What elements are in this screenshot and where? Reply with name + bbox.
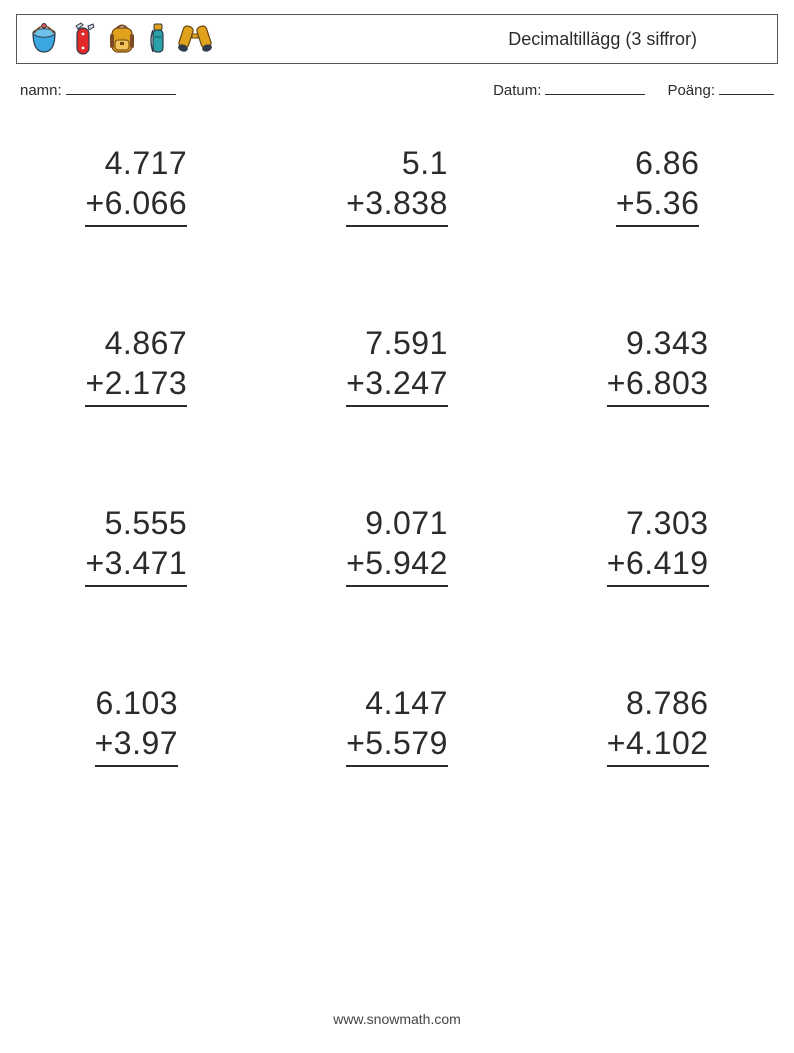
addend-bottom: +5.36 xyxy=(616,183,699,227)
problem-stack: 8.786+4.102 xyxy=(607,683,709,767)
addend-top: 6.86 xyxy=(616,143,699,183)
problem-3: 6.86+5.36 xyxy=(567,143,748,227)
problem-1: 4.717+6.066 xyxy=(46,143,227,227)
score-blank[interactable] xyxy=(719,80,774,95)
addend-top: 5.1 xyxy=(346,143,448,183)
name-label: namn: xyxy=(20,82,62,99)
addend-top: 7.591 xyxy=(346,323,448,363)
date-label: Datum: xyxy=(493,82,541,99)
addend-bottom: +5.579 xyxy=(346,723,448,767)
addend-bottom: +2.173 xyxy=(85,363,187,407)
problem-9: 7.303+6.419 xyxy=(567,503,748,587)
date-blank[interactable] xyxy=(545,80,645,95)
addend-bottom: +3.247 xyxy=(346,363,448,407)
addend-bottom: +3.97 xyxy=(95,723,178,767)
header-icon-row xyxy=(27,22,213,56)
problem-6: 9.343+6.803 xyxy=(567,323,748,407)
binoculars-icon xyxy=(177,22,213,56)
thermos-icon xyxy=(145,22,171,56)
problem-12: 8.786+4.102 xyxy=(567,683,748,767)
problem-2: 5.1+3.838 xyxy=(307,143,488,227)
addend-top: 5.555 xyxy=(85,503,187,543)
problem-7: 5.555+3.471 xyxy=(46,503,227,587)
problem-11: 4.147+5.579 xyxy=(307,683,488,767)
problem-stack: 6.103+3.97 xyxy=(95,683,178,767)
problem-stack: 5.1+3.838 xyxy=(346,143,448,227)
addend-top: 9.071 xyxy=(346,503,448,543)
meta-right-group: Datum: Poäng: xyxy=(493,80,774,99)
name-blank[interactable] xyxy=(66,80,176,95)
addend-top: 7.303 xyxy=(607,503,709,543)
problem-8: 9.071+5.942 xyxy=(307,503,488,587)
problem-stack: 9.071+5.942 xyxy=(346,503,448,587)
addend-bottom: +4.102 xyxy=(607,723,709,767)
problem-stack: 6.86+5.36 xyxy=(616,143,699,227)
addend-bottom: +3.471 xyxy=(85,543,187,587)
worksheet-title: Decimaltillägg (3 siffror) xyxy=(508,29,767,50)
addend-top: 4.867 xyxy=(85,323,187,363)
addend-top: 6.103 xyxy=(95,683,178,723)
problem-stack: 7.303+6.419 xyxy=(607,503,709,587)
addend-bottom: +5.942 xyxy=(346,543,448,587)
addend-top: 9.343 xyxy=(607,323,709,363)
addend-top: 8.786 xyxy=(607,683,709,723)
problem-stack: 5.555+3.471 xyxy=(85,503,187,587)
problems-grid: 4.717+6.066 5.1+3.838 6.86+5.36 4.867+2.… xyxy=(16,143,778,767)
addend-top: 4.147 xyxy=(346,683,448,723)
problem-10: 6.103+3.97 xyxy=(46,683,227,767)
meta-row: namn: Datum: Poäng: xyxy=(16,80,778,99)
addend-bottom: +6.803 xyxy=(607,363,709,407)
problem-stack: 4.717+6.066 xyxy=(85,143,187,227)
problem-5: 7.591+3.247 xyxy=(307,323,488,407)
backpack-icon xyxy=(105,22,139,56)
score-label: Poäng: xyxy=(667,82,715,99)
problem-4: 4.867+2.173 xyxy=(46,323,227,407)
addend-bottom: +6.419 xyxy=(607,543,709,587)
worksheet-page: Decimaltillägg (3 siffror) namn: Datum: … xyxy=(0,0,794,1053)
addend-bottom: +6.066 xyxy=(85,183,187,227)
bucket-icon xyxy=(27,22,61,56)
swiss-army-knife-icon xyxy=(67,22,99,56)
problem-stack: 7.591+3.247 xyxy=(346,323,448,407)
header-box: Decimaltillägg (3 siffror) xyxy=(16,14,778,64)
problem-stack: 4.147+5.579 xyxy=(346,683,448,767)
addend-top: 4.717 xyxy=(85,143,187,183)
problem-stack: 4.867+2.173 xyxy=(85,323,187,407)
addend-bottom: +3.838 xyxy=(346,183,448,227)
problem-stack: 9.343+6.803 xyxy=(607,323,709,407)
meta-name-group: namn: xyxy=(20,80,176,99)
footer-text: www.snowmath.com xyxy=(0,1011,794,1027)
